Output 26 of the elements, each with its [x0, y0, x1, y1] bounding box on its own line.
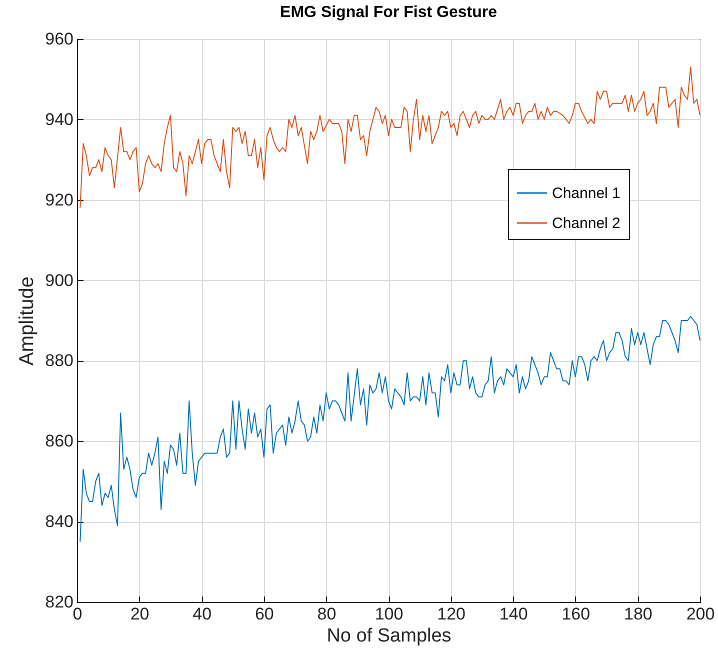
- legend-label: Channel 1: [552, 185, 620, 202]
- line-series: [80, 316, 700, 542]
- chart-title: EMG Signal For Fist Gesture: [280, 4, 498, 21]
- x-tick-label: 40: [192, 604, 212, 624]
- x-tick-label: 140: [499, 604, 528, 624]
- y-tick-label: 820: [45, 592, 74, 612]
- x-tick-label: 120: [437, 604, 466, 624]
- x-tick-label: 180: [624, 604, 652, 624]
- x-tick-label: 80: [317, 604, 336, 624]
- x-tick-label: 160: [562, 604, 590, 624]
- x-tick-label: 0: [72, 604, 82, 624]
- legend-label: Channel 2: [552, 215, 620, 232]
- y-tick-label: 960: [45, 30, 74, 48]
- y-tick-label: 840: [45, 512, 74, 532]
- x-axis-title: No of Samples: [326, 626, 452, 646]
- y-axis-title: Amplitude: [16, 276, 38, 366]
- x-tick-label: 20: [130, 604, 150, 624]
- y-tick-label: 880: [45, 351, 74, 370]
- x-tick-label: 100: [374, 604, 404, 624]
- y-tick-label: 860: [45, 432, 74, 451]
- y-tick-label: 940: [45, 110, 74, 129]
- y-tick-label: 920: [45, 190, 74, 210]
- x-tick-label: 200: [686, 604, 715, 624]
- x-tick-label: 60: [254, 604, 274, 624]
- line-series: [80, 66, 700, 208]
- y-tick-label: 900: [45, 270, 74, 290]
